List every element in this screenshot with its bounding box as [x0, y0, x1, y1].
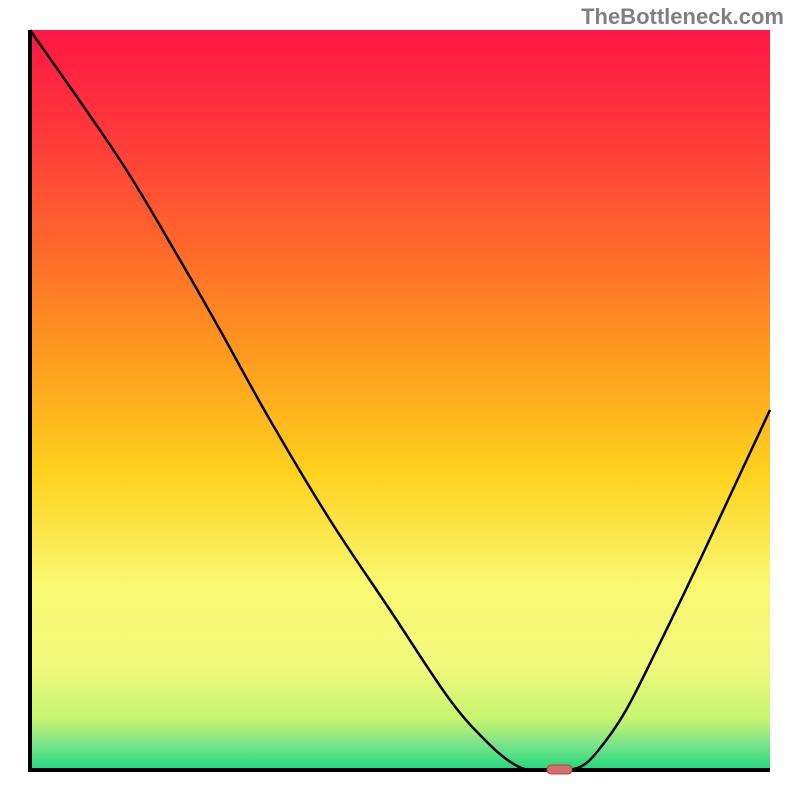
chart-background: [30, 30, 770, 770]
chart-container: TheBottleneck.com: [0, 0, 800, 800]
watermark-text: TheBottleneck.com: [581, 4, 784, 30]
chart-svg: [0, 0, 800, 800]
optimal-marker: [547, 765, 572, 774]
